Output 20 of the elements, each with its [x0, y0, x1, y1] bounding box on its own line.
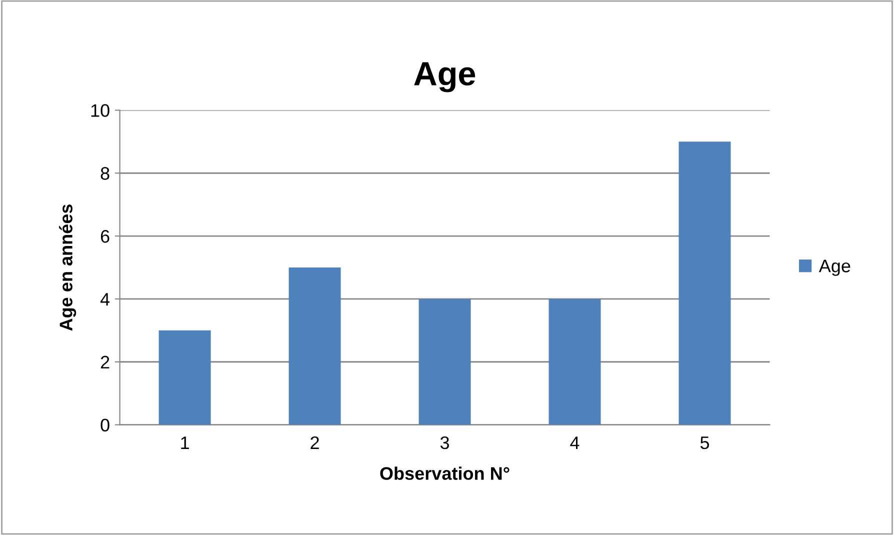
y-axis-title: Age en années	[59, 204, 76, 331]
x-tick-label: 4	[570, 436, 580, 449]
bar	[418, 298, 471, 425]
y-tick-label: 6	[100, 230, 110, 243]
x-axis-title: Observation N°	[380, 466, 510, 480]
x-tick-label: 3	[440, 436, 449, 450]
bar	[678, 142, 731, 425]
x-tick-label: 2	[310, 436, 319, 449]
y-tick-label: 2	[100, 356, 110, 368]
bar	[288, 268, 341, 425]
bar	[548, 298, 601, 425]
y-tick-label: 10	[91, 104, 110, 117]
x-tick-label: 1	[181, 436, 189, 449]
y-tick-label: 4	[100, 293, 110, 306]
bar	[158, 330, 211, 425]
chart-title: Age	[414, 62, 476, 92]
y-tick-label: 0	[100, 418, 110, 432]
legend-label: Age	[818, 260, 850, 276]
y-tick-label: 8	[100, 167, 110, 180]
x-tick-label: 5	[700, 436, 710, 450]
